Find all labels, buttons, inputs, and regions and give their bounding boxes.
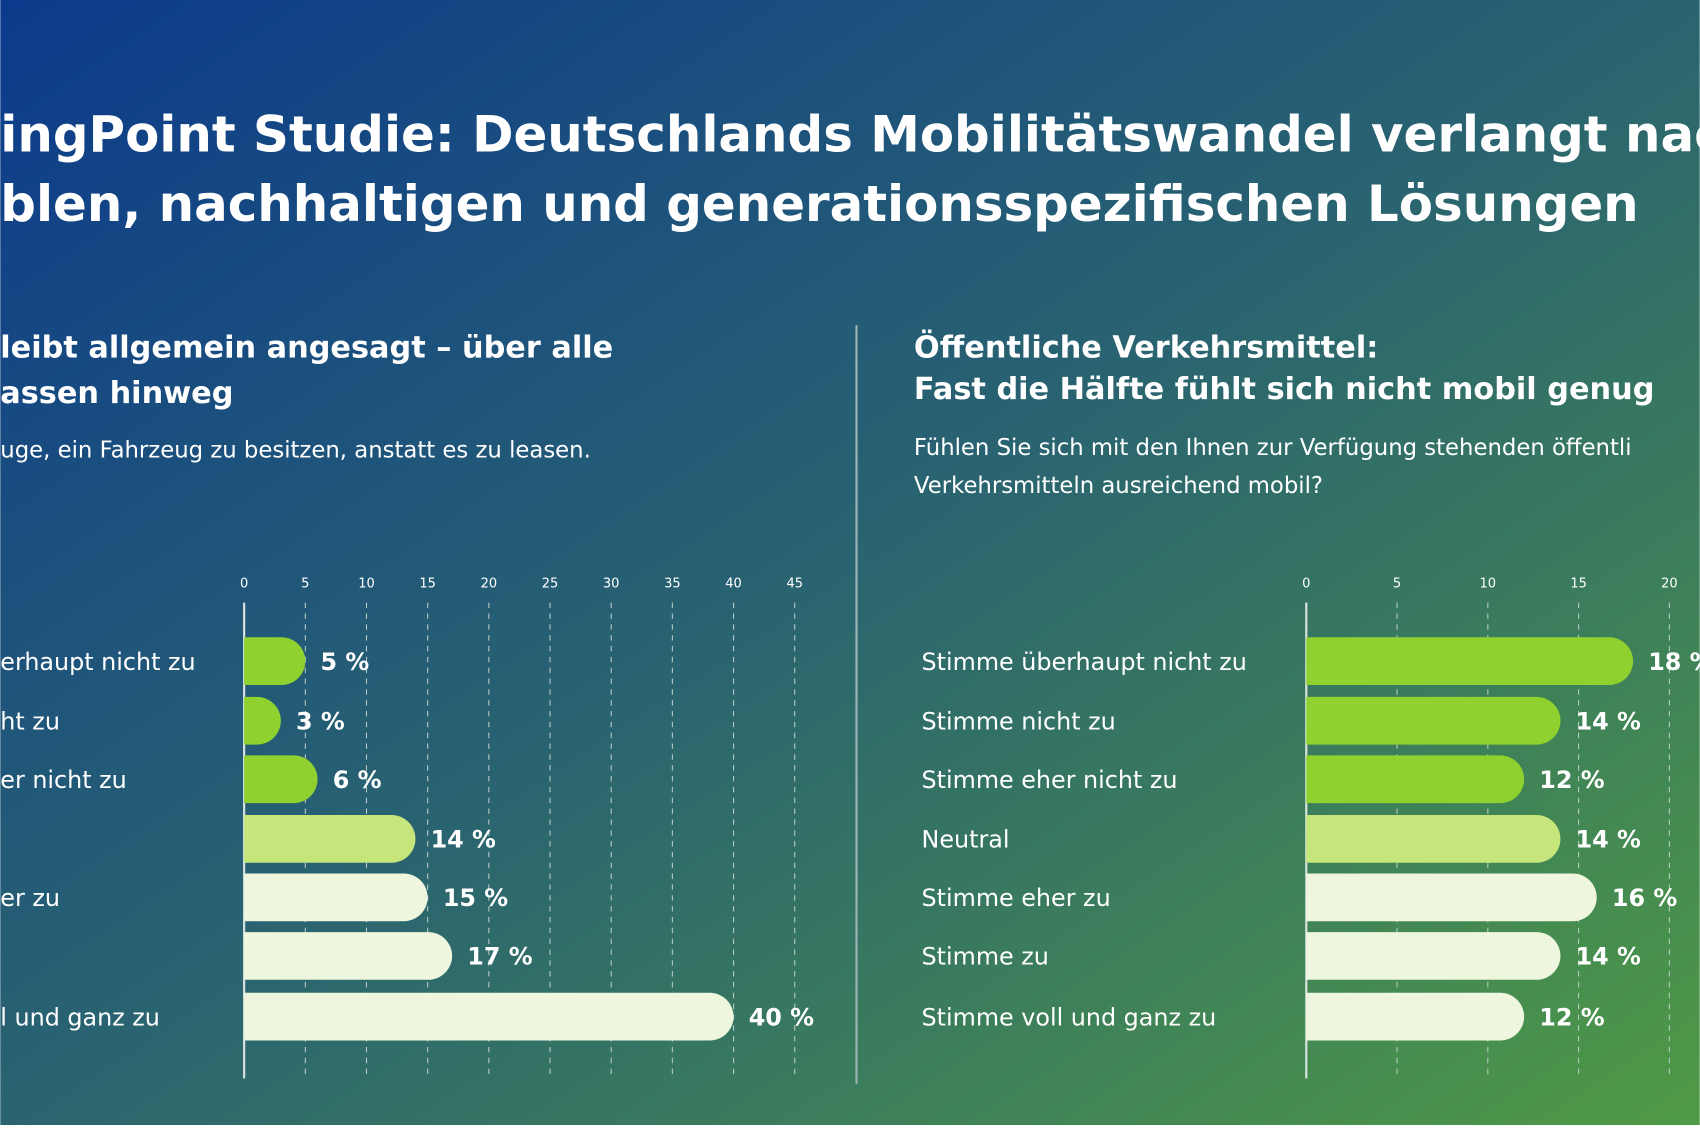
main-title: ingPoint Studie: Deutschlands Mobilitäts…	[0, 106, 1700, 164]
category-label: Stimme eher zu	[922, 884, 1111, 912]
main-title: blen, nachhaltigen und generationsspezif…	[0, 175, 1638, 233]
bar	[244, 873, 428, 922]
value-label: 14 %	[1576, 943, 1641, 971]
value-label: 14 %	[1576, 826, 1641, 854]
value-label: 5 %	[320, 648, 369, 676]
x-tick-label: 20	[481, 576, 498, 591]
category-label: Neutral	[922, 826, 1010, 854]
category-label: Stimme zu	[922, 943, 1049, 971]
value-label: 17 %	[467, 943, 532, 971]
x-tick-label: 10	[1480, 576, 1497, 591]
bar	[244, 755, 318, 804]
chart-subtitle: uge, ein Fahrzeug zu besitzen, anstatt e…	[0, 437, 591, 463]
bar	[244, 992, 734, 1041]
bar	[244, 932, 453, 980]
chart-title: assen hinweg	[0, 376, 233, 411]
category-label: ht zu	[0, 707, 60, 735]
x-tick-label: 35	[664, 576, 681, 591]
x-tick-label: 15	[419, 576, 436, 591]
value-label: 18 %	[1648, 648, 1700, 676]
x-tick-label: 10	[358, 576, 375, 591]
value-label: 12 %	[1539, 766, 1604, 794]
category-label: er nicht zu	[0, 766, 126, 794]
x-tick-label: 15	[1570, 576, 1587, 591]
category-label: Stimme eher nicht zu	[922, 766, 1178, 794]
category-label: Stimme nicht zu	[922, 707, 1116, 735]
x-tick-label: 0	[240, 576, 248, 591]
bar	[1306, 992, 1525, 1041]
x-tick-label: 40	[725, 576, 742, 591]
value-label: 3 %	[296, 707, 345, 735]
bar	[1306, 873, 1597, 922]
bar	[1306, 932, 1561, 980]
category-label: l und ganz zu	[0, 1003, 160, 1031]
chart-subtitle: Verkehrsmitteln ausreichend mobil?	[914, 473, 1323, 499]
chart-title: Öffentliche Verkehrsmittel:	[914, 329, 1378, 366]
x-tick-label: 0	[1302, 576, 1310, 591]
x-tick-label: 25	[542, 576, 559, 591]
chart-title: Fast die Hälfte fühlt sich nicht mobil g…	[914, 372, 1655, 407]
bar	[244, 815, 416, 863]
chart-title: leibt allgemein angesagt – über alle	[0, 331, 613, 366]
bar	[244, 696, 281, 745]
bar	[1306, 755, 1525, 804]
x-tick-label: 5	[301, 576, 309, 591]
value-label: 15 %	[443, 884, 508, 912]
chart-subtitle: Fühlen Sie sich mit den Ihnen zur Verfüg…	[914, 435, 1632, 461]
value-label: 14 %	[1576, 707, 1641, 735]
x-tick-label: 5	[1393, 576, 1401, 591]
value-label: 40 %	[749, 1003, 814, 1031]
value-label: 6 %	[333, 766, 382, 794]
category-label: Stimme voll und ganz zu	[922, 1003, 1217, 1031]
bar	[1306, 815, 1561, 863]
value-label: 14 %	[431, 826, 496, 854]
category-label: er zu	[0, 884, 60, 912]
category-label: erhaupt nicht zu	[0, 648, 195, 676]
bar	[1306, 696, 1561, 745]
category-label: Stimme überhaupt nicht zu	[922, 648, 1247, 676]
x-tick-label: 20	[1661, 576, 1678, 591]
x-tick-label: 45	[786, 576, 803, 591]
value-label: 12 %	[1539, 1003, 1604, 1031]
bar	[1306, 637, 1634, 685]
x-tick-label: 30	[603, 576, 620, 591]
bar	[244, 637, 306, 685]
value-label: 16 %	[1612, 884, 1677, 912]
